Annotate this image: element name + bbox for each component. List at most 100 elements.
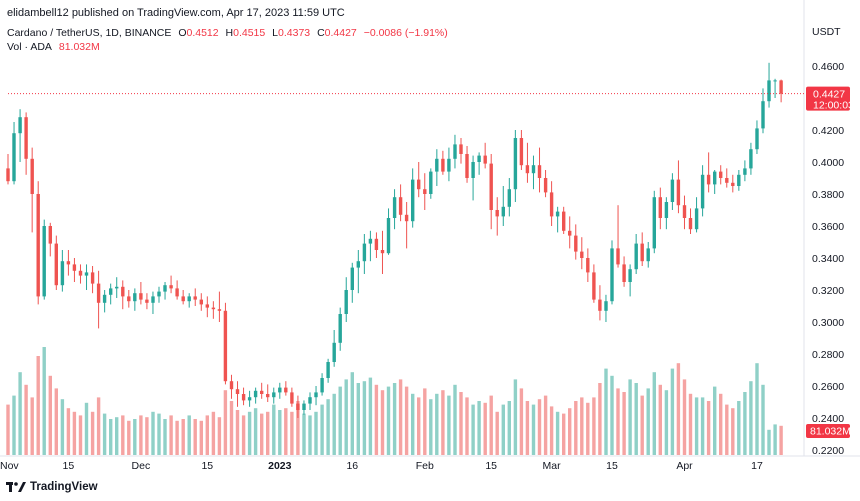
candle [598, 285, 602, 321]
candle-body [247, 397, 252, 401]
candle-body [688, 218, 693, 230]
time-tick-label: Mar [543, 460, 562, 472]
price-tick-label: 0.2200 [812, 445, 844, 457]
volume-bar [326, 399, 330, 455]
volume-bar [725, 404, 729, 455]
candle-body [731, 182, 735, 186]
candle [175, 280, 179, 300]
volume-bar [592, 397, 596, 455]
volume-bar [145, 417, 149, 455]
candle [181, 290, 185, 305]
time-tick-label: 15 [63, 460, 75, 472]
volume-bar [278, 410, 282, 455]
candle [725, 168, 729, 188]
candle-body [435, 158, 439, 172]
candle [253, 387, 258, 404]
candle [235, 381, 240, 407]
volume-bar [338, 386, 342, 455]
candle [592, 264, 596, 303]
volume-bar [253, 408, 258, 455]
volume-label[interactable]: Vol · ADA [7, 41, 52, 53]
candle-body [350, 267, 354, 290]
time-tick-label: Nov [0, 460, 19, 472]
volume-bar [18, 372, 22, 455]
candle [719, 165, 723, 185]
volume-bar [362, 381, 367, 455]
candle [459, 138, 463, 164]
volume-bar [24, 384, 28, 455]
volume-bar [60, 399, 65, 455]
candle-body [501, 206, 505, 217]
volume-bar [78, 415, 83, 455]
candle [513, 130, 518, 202]
candle [562, 206, 566, 234]
candle [568, 216, 572, 249]
candle-body [24, 117, 28, 159]
volume-bar [555, 411, 560, 455]
candle-body [386, 218, 391, 254]
candle [151, 291, 155, 314]
candle-body [652, 197, 656, 249]
candle [260, 382, 264, 399]
volume-bar [102, 413, 107, 455]
candle-body [429, 171, 433, 194]
candle [737, 170, 741, 191]
candle-body [471, 162, 475, 178]
candle-body [338, 314, 342, 343]
candle [356, 250, 360, 294]
candle [380, 230, 385, 274]
candle [229, 374, 234, 399]
candle-body [48, 226, 52, 244]
volume-bar [525, 401, 530, 455]
candle-body [447, 158, 451, 172]
publish-info: elidambell12 published on TradingView.co… [7, 7, 345, 19]
candle [694, 197, 699, 233]
candle [217, 291, 222, 322]
volume-bar [54, 388, 58, 455]
volume-bar [682, 379, 687, 455]
volume-bar [404, 386, 409, 455]
volume-bar [755, 363, 759, 455]
volume-bar [266, 411, 270, 455]
candle-body [658, 197, 662, 218]
candle-body [199, 299, 203, 305]
candle [24, 112, 28, 175]
candle-body [380, 250, 385, 254]
countdown-timer: 12:00:03 [813, 100, 854, 112]
candle [60, 250, 65, 292]
candle [634, 234, 638, 274]
low-value: 0.4373 [278, 27, 311, 39]
candle [42, 219, 46, 300]
symbol-title[interactable]: Cardano / TetherUS, 1D, BINANCE [7, 27, 172, 39]
candle-body [302, 403, 306, 410]
candle [102, 290, 107, 313]
candle [495, 197, 499, 236]
candle [84, 264, 89, 290]
candle [586, 248, 590, 282]
candle [205, 296, 209, 318]
candle-body [362, 243, 367, 262]
candle [755, 120, 759, 154]
volume-bar [670, 368, 675, 455]
volume-legend: Vol · ADA 81.032M [7, 41, 100, 53]
volume-bar [115, 417, 119, 455]
time-tick-label: Apr [676, 460, 693, 472]
candle [187, 293, 191, 308]
candle [66, 250, 71, 276]
candle [338, 307, 342, 351]
volume-bar [380, 390, 385, 455]
volume-bar [441, 390, 445, 455]
volume-bar [90, 411, 95, 455]
candle [320, 373, 324, 396]
candle-body [90, 272, 95, 284]
volume-bar [471, 404, 475, 455]
candle [398, 184, 403, 222]
candle-body [441, 158, 445, 172]
volume-bar [163, 419, 167, 455]
candle-body [646, 248, 650, 262]
candle [344, 277, 348, 322]
candle [664, 197, 669, 230]
volume-bar [713, 386, 717, 455]
candle [193, 288, 197, 306]
